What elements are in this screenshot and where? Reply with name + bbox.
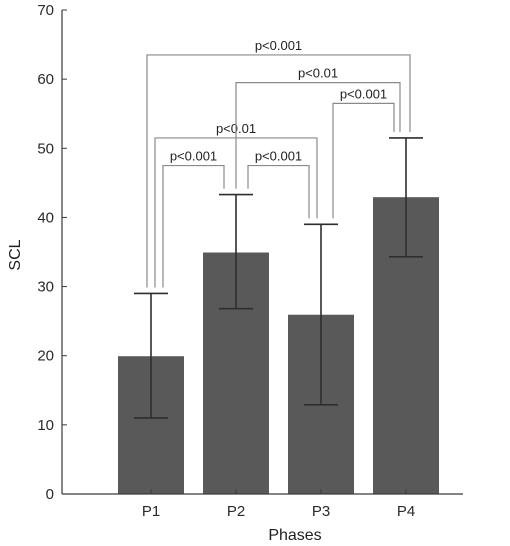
y-tick-label-70: 70: [37, 2, 54, 19]
significance-bracket-P2-P4: [235, 81, 401, 189]
y-tick-label-60: 60: [37, 71, 54, 88]
x-tick-label-P4: P4: [397, 503, 415, 520]
x-axis-title: Phases: [268, 527, 321, 544]
y-tick-label-50: 50: [37, 140, 54, 157]
y-tick-label-10: 10: [37, 417, 54, 434]
x-tick-label-P3: P3: [312, 503, 330, 520]
y-axis-title: SCL: [7, 239, 24, 270]
significance-label-P2-P4: p<0.01: [298, 66, 338, 81]
significance-bracket-P1-P4: [146, 54, 411, 288]
significance-bracket-P3-P4: [332, 102, 395, 219]
y-tick-label-20: 20: [37, 348, 54, 365]
significance-label-P2-P3: p<0.001: [255, 149, 302, 164]
significance-bracket-P1-P2: [162, 164, 225, 288]
significance-label-P1-P4: p<0.001: [255, 38, 302, 53]
y-tick-label-0: 0: [46, 486, 54, 503]
x-tick-label-P1: P1: [142, 503, 160, 520]
x-tick-label-P2: P2: [227, 503, 245, 520]
significance-bracket-P2-P3: [247, 164, 310, 219]
significance-label-P3-P4: p<0.001: [340, 86, 387, 101]
y-tick-label-30: 30: [37, 279, 54, 296]
y-tick-label-40: 40: [37, 209, 54, 226]
significance-label-P1-P2: p<0.001: [170, 149, 217, 164]
